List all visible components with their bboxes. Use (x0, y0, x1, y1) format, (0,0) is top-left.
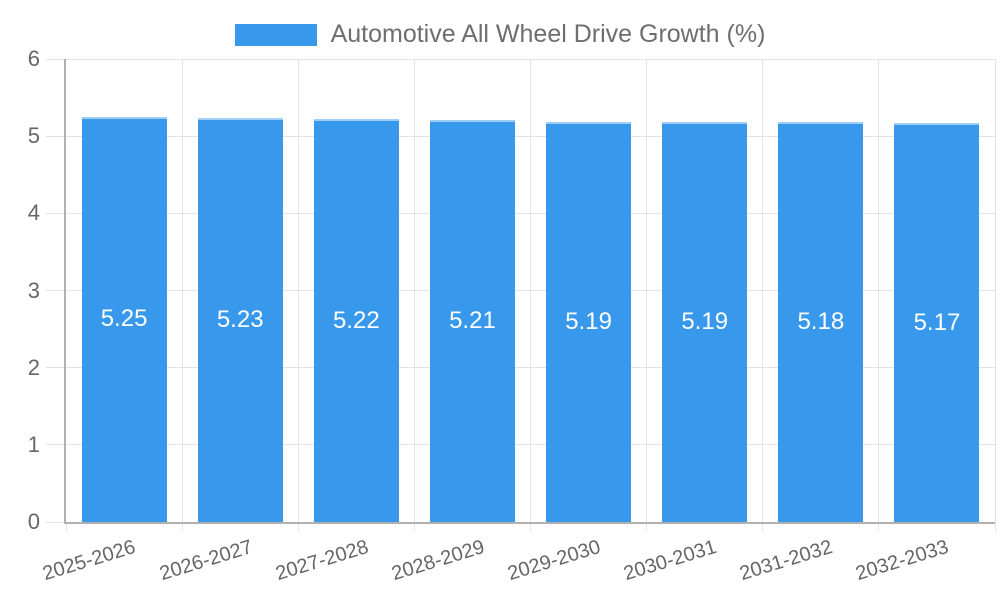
x-tick-mark (994, 522, 996, 531)
x-tick-mark (878, 522, 880, 531)
bar (197, 118, 283, 522)
y-tick-mark (46, 58, 66, 60)
x-tick-mark (181, 522, 183, 531)
y-axis-line (64, 59, 66, 524)
y-tick-mark (46, 521, 66, 523)
legend-label: Automotive All Wheel Drive Growth (%) (330, 20, 766, 48)
x-axis-label: 2028-2029 (388, 536, 487, 586)
y-axis-label: 1 (27, 431, 40, 457)
y-axis-label: 4 (27, 200, 40, 226)
y-axis-label: 6 (27, 46, 40, 71)
y-tick-mark (46, 135, 66, 137)
x-tick-mark (65, 522, 67, 531)
y-tick-mark (46, 367, 66, 369)
legend-swatch (234, 23, 317, 46)
x-tick-mark (530, 522, 531, 531)
x-tick-mark (762, 522, 764, 531)
gridline-vertical (530, 59, 531, 522)
x-axis-label: 2025-2026 (40, 536, 139, 586)
y-tick-mark (46, 290, 66, 291)
y-axis-label: 2 (27, 354, 40, 380)
x-axis-label: 2031-2032 (737, 536, 836, 586)
bar-value-label: 5.23 (216, 306, 264, 334)
gridline-vertical (181, 59, 183, 522)
gridline-vertical (878, 59, 880, 522)
bar-value-label: 5.19 (565, 307, 612, 335)
bar (81, 116, 167, 522)
x-tick-mark (646, 522, 648, 531)
bar-value-label: 5.22 (332, 306, 380, 334)
y-tick-mark (46, 444, 66, 446)
x-axis-label: 2030-2031 (621, 536, 720, 586)
y-tick-mark (46, 212, 66, 214)
bar (778, 122, 864, 522)
bar-value-label: 5.18 (797, 308, 845, 336)
x-axis-label: 2027-2028 (272, 536, 371, 586)
legend[interactable]: Automotive All Wheel Drive Growth (%) (0, 20, 1000, 49)
bar (429, 119, 515, 522)
gridline-vertical (646, 59, 648, 522)
x-axis-label: 2026-2027 (156, 536, 255, 586)
bar (546, 121, 632, 522)
bar-value-label: 5.25 (100, 305, 148, 333)
y-axis-label: 0 (27, 509, 40, 534)
x-tick-mark (297, 522, 299, 531)
bar (894, 123, 980, 522)
x-axis-line (64, 522, 995, 524)
gridline-vertical (762, 59, 764, 522)
y-axis-label: 3 (27, 277, 40, 303)
gridline-vertical (413, 59, 415, 522)
x-tick-mark (413, 522, 415, 531)
bar-value-label: 5.19 (681, 307, 729, 335)
x-axis-label: 2029-2030 (505, 536, 603, 586)
bar (313, 119, 399, 522)
bar (662, 121, 748, 522)
bar-value-label: 5.21 (449, 306, 496, 334)
gridline-vertical (297, 59, 299, 522)
y-axis-label: 5 (27, 123, 40, 149)
x-axis-label: 2032-2033 (853, 536, 952, 586)
gridline-vertical (994, 59, 996, 522)
bar-value-label: 5.17 (913, 308, 961, 336)
